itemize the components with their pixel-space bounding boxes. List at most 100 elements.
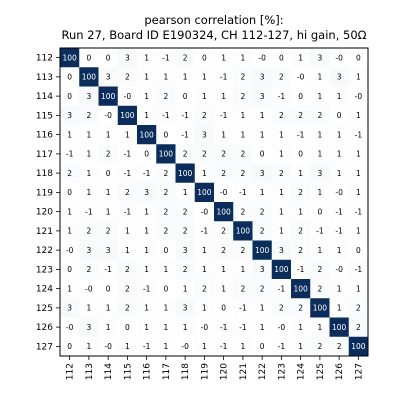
heatmap-cell (348, 259, 369, 280)
heatmap-cell (310, 336, 330, 357)
heatmap-cell (310, 48, 330, 68)
heatmap-cell (214, 279, 234, 299)
x-tick-label: 121 (239, 363, 249, 380)
cell-value-label: -0 (220, 188, 228, 197)
heatmap-cell (233, 259, 253, 280)
cell-value-label: -1 (162, 111, 170, 120)
heatmap-cell (291, 182, 311, 203)
cell-value-label: 100 (236, 227, 251, 236)
heatmap-cell (98, 182, 119, 203)
heatmap-cell (291, 259, 311, 280)
heatmap-cell (117, 125, 138, 145)
heatmap-cell (175, 86, 196, 107)
plot-frame (59, 47, 369, 357)
cell-value-label: 1 (298, 169, 303, 178)
cell-value-label: 3 (260, 92, 265, 101)
cell-value-label: 3 (183, 246, 188, 255)
cell-value-label: 0 (221, 304, 226, 313)
cell-value-label: 1 (86, 169, 91, 178)
cell-value-label: 0 (317, 207, 322, 216)
cell-value-label: 1 (202, 92, 207, 101)
heatmap-cell (310, 182, 330, 203)
heatmap-cell (271, 144, 292, 164)
cell-value-label: 3 (67, 304, 72, 313)
cell-value-label: -1 (278, 284, 286, 293)
heatmap-cell (156, 67, 176, 87)
cell-value-label: -0 (355, 92, 363, 101)
heatmap-cell (137, 221, 157, 241)
cell-value-label: 2 (317, 265, 322, 274)
cell-value-label: 100 (159, 150, 174, 159)
heatmap-cell (233, 317, 253, 338)
heatmap-cell (79, 202, 99, 222)
cell-value-label: 1 (298, 323, 303, 332)
heatmap-cell (156, 279, 176, 299)
heatmap-cell (79, 163, 99, 184)
heatmap-cell (329, 67, 350, 87)
heatmap-cell (98, 163, 119, 184)
cell-value-label: 2 (279, 169, 284, 178)
heatmap-cell (329, 298, 350, 318)
cell-value-label: 2 (317, 284, 322, 293)
heatmap-cell (60, 144, 80, 164)
heatmap-cell (271, 298, 292, 318)
cell-value-label: 1 (356, 169, 361, 178)
cell-value-label: 2 (221, 246, 226, 255)
cell-value-label: 3 (183, 304, 188, 313)
cell-value-label: 1 (279, 207, 284, 216)
heatmap-cell (194, 202, 215, 222)
cell-value-label: 1 (317, 246, 322, 255)
heatmap-cell (310, 125, 330, 145)
heatmap-cell (271, 105, 292, 126)
cell-value-label: 2 (125, 265, 130, 274)
cell-value-label: 2 (260, 284, 265, 293)
cell-value-label: -1 (201, 227, 209, 236)
heatmap-cell (291, 221, 311, 241)
heatmap-cell (348, 202, 369, 222)
cell-value-label: 2 (202, 111, 207, 120)
cell-value-label: 2 (163, 188, 168, 197)
cell-value-label: -1 (335, 207, 343, 216)
heatmap-cell (175, 67, 196, 87)
heatmap-cell (98, 202, 119, 222)
heatmap-cell (137, 67, 157, 87)
heatmap-cell (137, 317, 157, 338)
cell-value-label: 2 (240, 284, 245, 293)
cell-value-label: -1 (104, 265, 112, 274)
cell-value-label: 3 (260, 169, 265, 178)
cell-value-label: 1 (279, 227, 284, 236)
heatmap-cell (348, 105, 369, 126)
cell-value-label: -0 (85, 284, 93, 293)
heatmap-cell (156, 105, 176, 126)
cell-value-label: 1 (144, 304, 149, 313)
heatmap-cell (98, 67, 119, 87)
heatmap-cell (252, 67, 273, 87)
cell-value-label: 3 (279, 246, 284, 255)
heatmap-cell (291, 279, 311, 299)
cell-value-label: 100 (178, 169, 193, 178)
heatmap-cell (175, 279, 196, 299)
cell-value-label: 2 (298, 246, 303, 255)
cell-value-label: 100 (313, 304, 328, 313)
cell-value-label: 2 (240, 169, 245, 178)
cell-value-label: 1 (183, 284, 188, 293)
x-tick-label: 113 (85, 363, 95, 380)
cell-value-label: 1 (183, 73, 188, 82)
cell-value-label: 2 (202, 150, 207, 159)
heatmap-cell (252, 48, 273, 68)
heatmap-cell (79, 144, 99, 164)
heatmap-cell (137, 182, 157, 203)
heatmap-cell (310, 298, 330, 318)
heatmap-cell (194, 144, 215, 164)
cell-value-label: 2 (356, 323, 361, 332)
heatmap-cell (98, 48, 119, 68)
heatmap-cell (175, 163, 196, 184)
heatmap-cell (98, 240, 119, 261)
cell-value-label: 1 (240, 111, 245, 120)
heatmap-cell (156, 336, 176, 357)
cell-value-label: 1 (144, 323, 149, 332)
cell-value-label: 100 (62, 53, 77, 62)
cell-value-label: 2 (125, 304, 130, 313)
cell-value-label: 2 (240, 150, 245, 159)
cell-value-label: 1 (337, 92, 342, 101)
